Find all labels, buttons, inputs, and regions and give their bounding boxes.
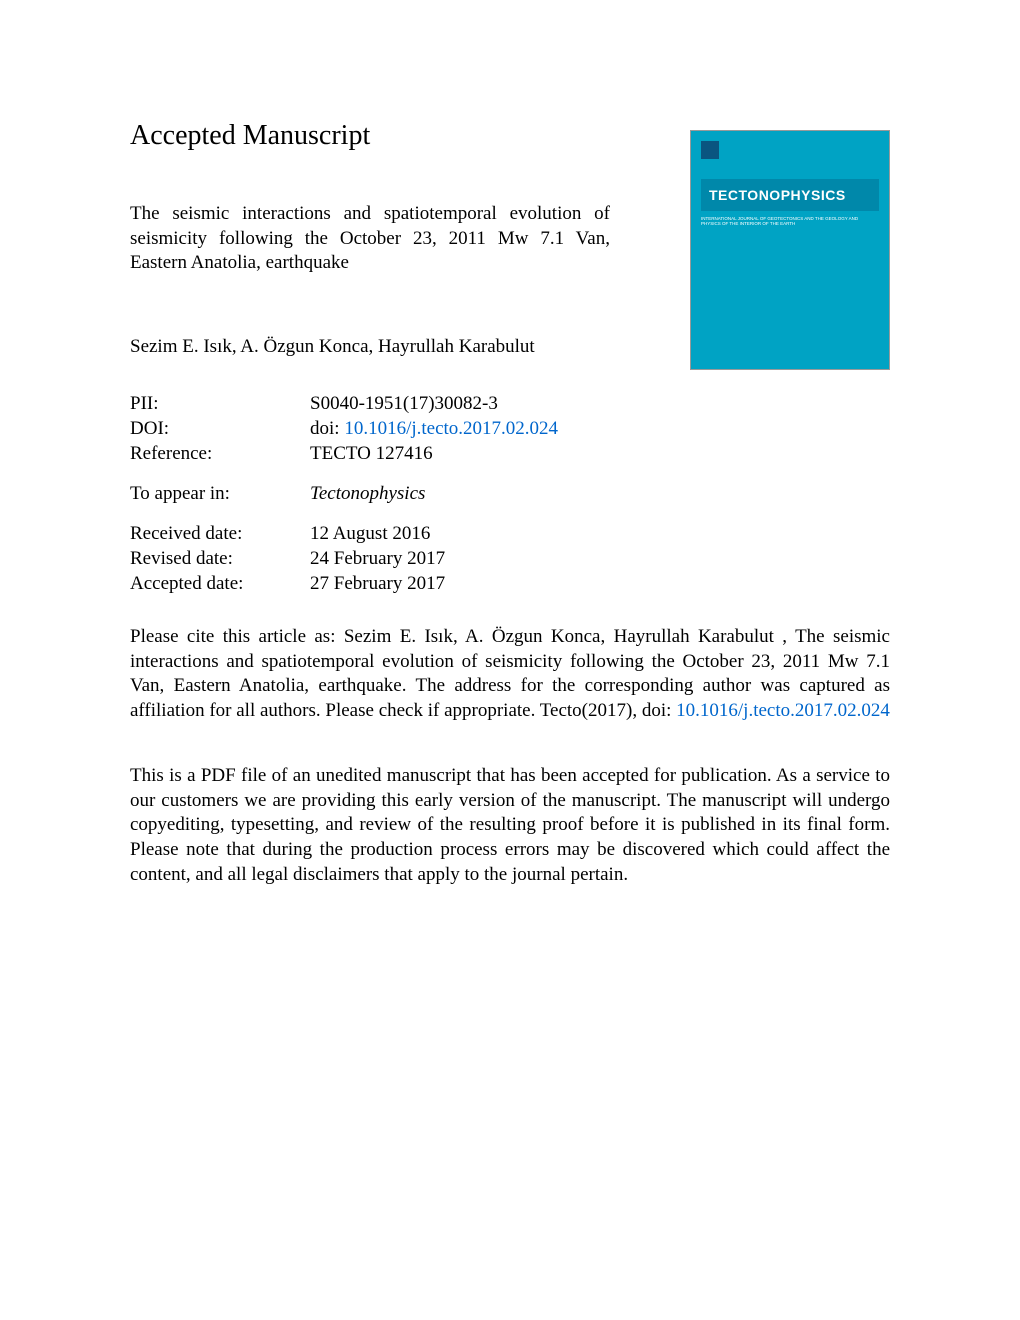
reference-value: TECTO 127416 [310,443,890,465]
received-label: Received date: [130,523,310,545]
journal-subtitle: INTERNATIONAL JOURNAL OF GEOTECTONICS AN… [701,216,879,227]
appear-label: To appear in: [130,483,310,505]
citation-doi-link[interactable]: 10.1016/j.tecto.2017.02.024 [676,700,890,721]
article-title: The seismic interactions and spatiotempo… [130,202,610,276]
metadata-row-revised: Revised date: 24 February 2017 [130,548,890,570]
article-authors: Sezim E. Isık, A. Özgun Konca, Hayrullah… [130,336,610,358]
journal-name-box: TECTONOPHYSICS [701,179,879,211]
accepted-value: 27 February 2017 [310,573,890,595]
revised-label: Revised date: [130,548,310,570]
title-section: The seismic interactions and spatiotempo… [130,202,610,393]
citation-text: Please cite this article as: Sezim E. Is… [130,625,890,724]
spacer [130,508,890,523]
pii-label: PII: [130,393,310,415]
disclaimer-text: This is a PDF file of an unedited manusc… [130,764,890,887]
spacer [130,468,890,483]
metadata-row-doi: DOI: doi: 10.1016/j.tecto.2017.02.024 [130,418,890,440]
received-value: 12 August 2016 [310,523,890,545]
journal-cover: TECTONOPHYSICS INTERNATIONAL JOURNAL OF … [690,130,890,370]
pii-value: S0040-1951(17)30082-3 [310,393,890,415]
journal-name: TECTONOPHYSICS [709,187,871,203]
metadata-row-reference: Reference: TECTO 127416 [130,443,890,465]
publisher-logo-icon [701,141,719,159]
doi-link[interactable]: 10.1016/j.tecto.2017.02.024 [344,418,558,439]
metadata-row-pii: PII: S0040-1951(17)30082-3 [130,393,890,415]
revised-value: 24 February 2017 [310,548,890,570]
metadata-row-appear: To appear in: Tectonophysics [130,483,890,505]
metadata-row-received: Received date: 12 August 2016 [130,523,890,545]
metadata-table: PII: S0040-1951(17)30082-3 DOI: doi: 10.… [130,393,890,595]
metadata-row-accepted: Accepted date: 27 February 2017 [130,573,890,595]
doi-value: doi: 10.1016/j.tecto.2017.02.024 [310,418,890,440]
appear-value: Tectonophysics [310,483,890,505]
reference-label: Reference: [130,443,310,465]
doi-prefix: doi: [310,418,344,439]
accepted-label: Accepted date: [130,573,310,595]
doi-label: DOI: [130,418,310,440]
